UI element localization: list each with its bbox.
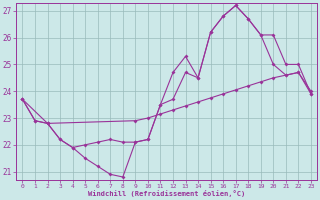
X-axis label: Windchill (Refroidissement éolien,°C): Windchill (Refroidissement éolien,°C) (88, 190, 245, 197)
